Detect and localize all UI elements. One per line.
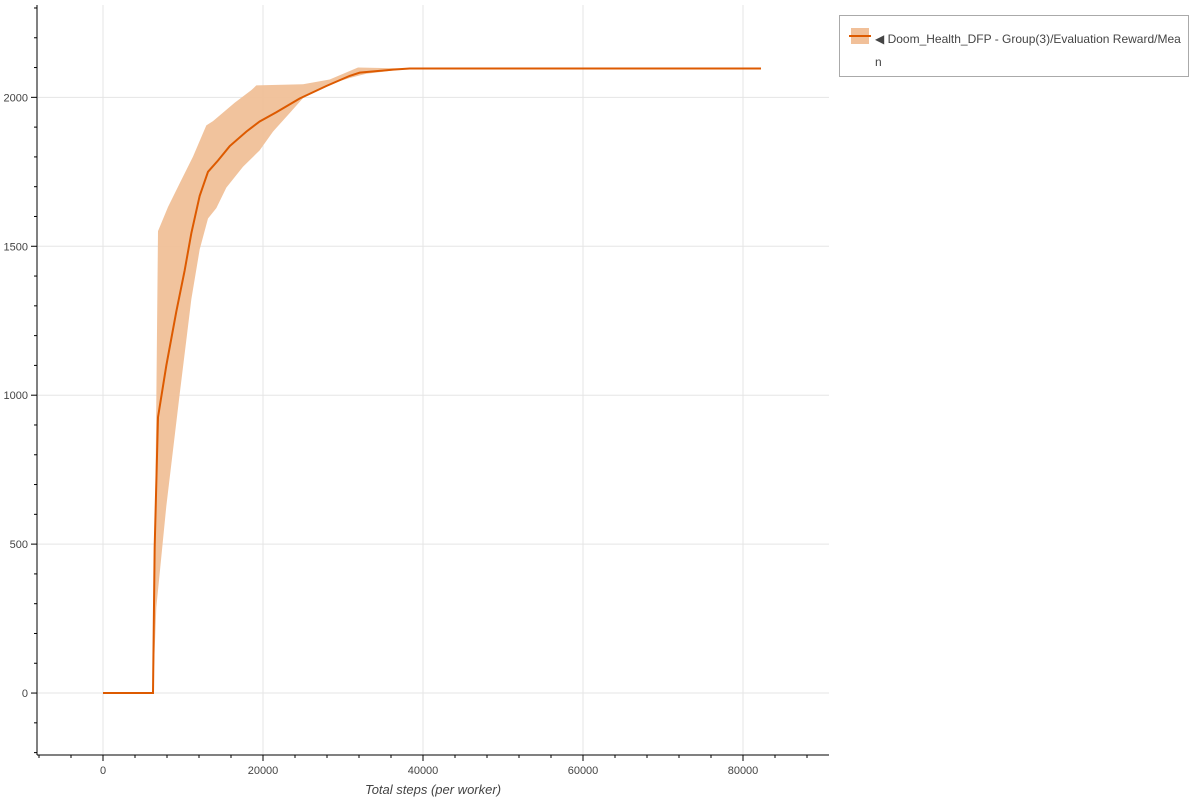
x-tick-label: 20000 — [248, 765, 279, 777]
band-layer — [153, 67, 761, 694]
legend-item-label[interactable]: ◀ Doom_Health_DFP - Group(3)/Evaluation … — [875, 32, 1181, 69]
y-tick-label: 1500 — [4, 241, 28, 253]
x-tick-label: 60000 — [568, 765, 599, 777]
x-tick-label: 40000 — [408, 765, 439, 777]
mean-line — [103, 67, 761, 695]
y-tick-label: 0 — [22, 688, 28, 700]
legend: ◀ Doom_Health_DFP - Group(3)/Evaluation … — [839, 15, 1189, 77]
x-tick-label: 80000 — [728, 765, 759, 777]
y-tick-label: 500 — [10, 539, 28, 551]
y-tick-label: 1000 — [4, 390, 28, 402]
y-tick-label: 2000 — [4, 92, 28, 104]
line-layer — [103, 67, 761, 695]
legend-swatch — [849, 28, 871, 44]
x-tick-label: 0 — [100, 765, 106, 777]
axes: 0 20000 40000 60000 80000 0 500 1000 1500 2000 — [4, 5, 829, 777]
std-band — [153, 67, 761, 694]
x-axis-label: Total steps (per worker) — [365, 782, 501, 797]
